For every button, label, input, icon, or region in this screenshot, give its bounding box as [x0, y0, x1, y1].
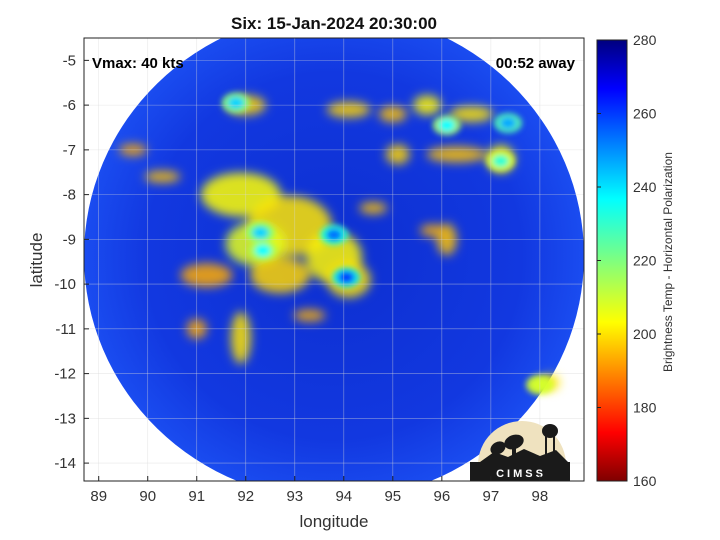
convective-core	[252, 226, 269, 239]
y-tick-label: -13	[54, 410, 76, 427]
cyan-band	[449, 106, 494, 123]
x-tick-label: 96	[433, 488, 450, 505]
cyan-band	[326, 101, 371, 118]
colorbar-tick-label: 260	[633, 106, 657, 122]
chart-title: Six: 15-Jan-2024 20:30:00	[231, 14, 437, 33]
x-tick-label: 95	[384, 488, 401, 505]
x-tick-label: 98	[532, 488, 549, 505]
colorbar-tick-label: 180	[633, 400, 657, 416]
x-axis-label: longitude	[299, 512, 368, 531]
cyan-band	[426, 146, 487, 163]
x-tick-label: 93	[286, 488, 303, 505]
convective-core	[326, 228, 342, 241]
convective-core	[227, 96, 244, 109]
cimss-logo: CIMSS	[470, 421, 570, 481]
x-tick-label: 89	[90, 488, 107, 505]
cyan-band	[385, 144, 410, 165]
y-tick-label: -5	[63, 52, 76, 69]
y-tick-label: -7	[63, 142, 76, 159]
colorbar-tick-label: 240	[633, 179, 657, 195]
y-tick-label: -8	[63, 187, 76, 204]
cyan-band	[420, 224, 445, 237]
cyan-band	[230, 311, 251, 364]
cyan-band	[293, 309, 326, 322]
time-away-annotation: 00:52 away	[496, 55, 576, 72]
colorbar-tick-label: 280	[633, 32, 657, 48]
convective-cores	[221, 92, 554, 395]
colorbar-tick-label: 160	[633, 473, 657, 489]
convective-core	[492, 155, 509, 168]
axes-frame	[83, 37, 585, 482]
colorbar-ticks: 280 260 240 220 200 180 160	[597, 32, 657, 489]
y-tick-label: -12	[54, 366, 76, 383]
water-tower-icon	[542, 424, 558, 458]
colorbar-tick-label: 200	[633, 326, 657, 342]
x-tick-label: 91	[188, 488, 205, 505]
y-tick-label: -14	[54, 455, 76, 472]
y-tick-label: -9	[63, 231, 76, 248]
cyan-band	[180, 263, 233, 288]
x-tick-label: 92	[237, 488, 254, 505]
x-tick-labels: 89 90 91 92 93 94 95 96 97 98	[90, 476, 548, 505]
cyan-band	[144, 170, 181, 183]
y-axis-label: latitude	[27, 233, 46, 288]
x-tick-label: 97	[483, 488, 500, 505]
y-tick-label: -11	[55, 321, 76, 338]
convective-core	[438, 119, 455, 132]
grid-lines	[84, 38, 584, 481]
convective-core	[254, 244, 271, 257]
vmax-annotation: Vmax: 40 kts	[92, 55, 184, 72]
convective-core	[338, 271, 355, 284]
x-tick-label: 90	[139, 488, 156, 505]
logo-text: CIMSS	[496, 468, 546, 480]
x-tick-label: 94	[335, 488, 352, 505]
cyan-band	[250, 257, 311, 294]
colorbar	[596, 39, 628, 482]
convective-core	[500, 117, 517, 130]
cyan-band	[359, 202, 388, 215]
y-tick-label: -10	[54, 276, 76, 293]
colorbar-label: Brightness Temp - Horizontal Polarizatio…	[661, 152, 675, 372]
radar-dish-icon	[490, 434, 524, 456]
colorbar-tick-label: 220	[633, 253, 657, 269]
y-tick-labels: -5 -6 -7 -8 -9 -10 -11 -12 -13 -14	[54, 52, 89, 472]
y-tick-label: -6	[63, 97, 76, 114]
